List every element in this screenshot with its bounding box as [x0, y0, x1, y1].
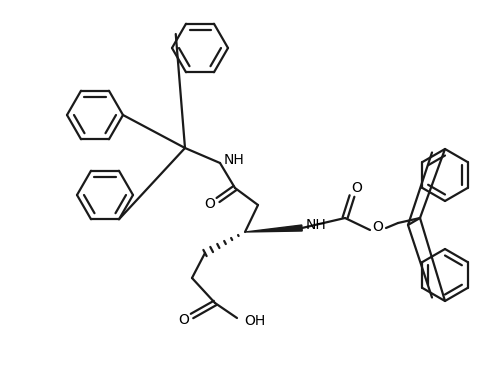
Text: NH: NH	[224, 153, 244, 167]
Polygon shape	[245, 225, 302, 232]
Text: OH: OH	[244, 314, 265, 328]
Text: NH: NH	[306, 218, 326, 232]
Text: O: O	[351, 181, 362, 195]
Text: O: O	[179, 313, 190, 327]
Text: O: O	[204, 197, 216, 211]
Text: O: O	[372, 220, 384, 234]
